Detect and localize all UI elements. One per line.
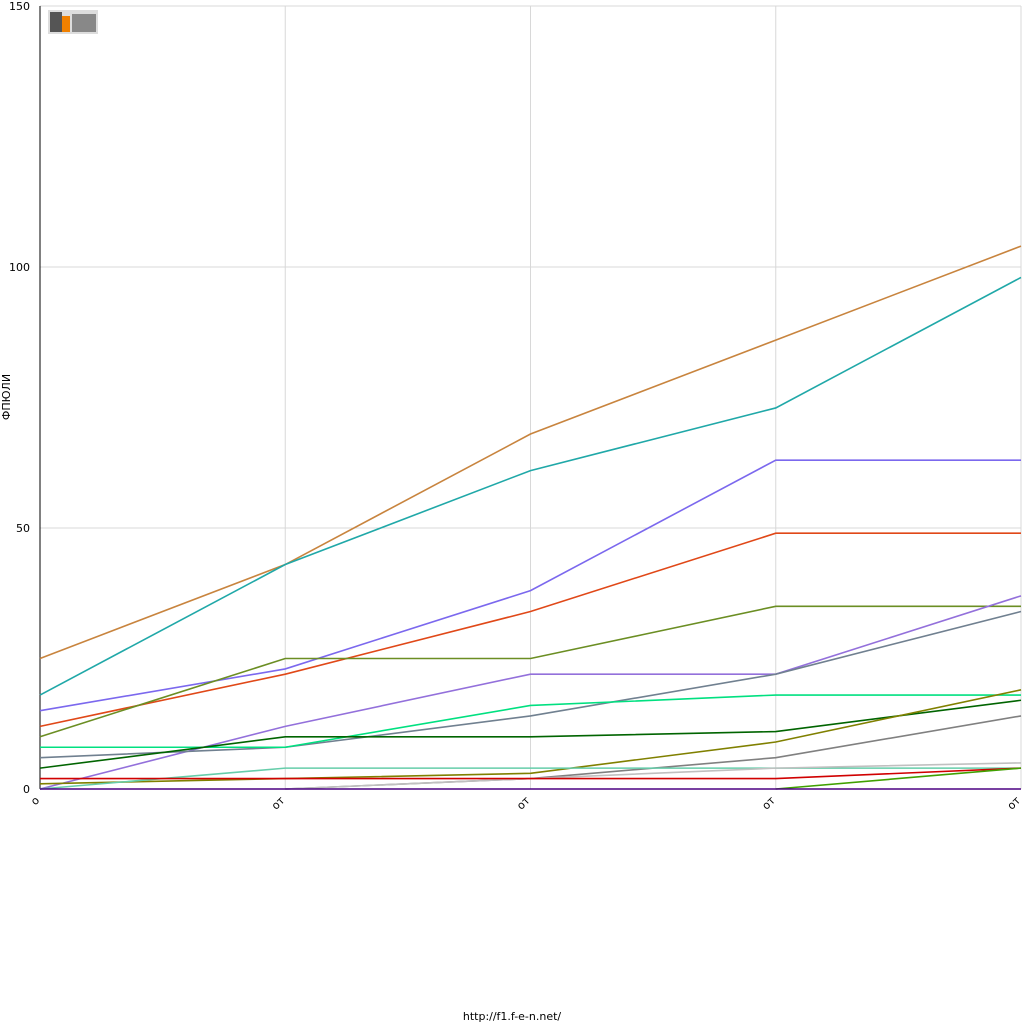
series-line: [285, 762, 1022, 790]
logo-mark: [50, 12, 62, 32]
series-line: [39, 699, 1022, 769]
x-tick-label: от: [1005, 794, 1024, 813]
series-line: [39, 245, 1022, 660]
logo-mark: [62, 16, 70, 32]
y-tick-label: 0: [23, 783, 30, 796]
x-tick-label: от: [514, 794, 533, 813]
footer: http://f1.f-e-n.net/: [463, 1010, 562, 1023]
x-tick-label: от: [759, 794, 778, 813]
series-line: [39, 459, 1021, 712]
y-tick-label: 50: [16, 522, 30, 535]
series-line: [39, 276, 1022, 696]
series-line: [39, 689, 1022, 785]
series-line: [39, 767, 1021, 790]
logo-mark: [72, 14, 96, 32]
x-tick-label: от: [269, 794, 288, 813]
y-tick-label: 150: [9, 0, 30, 13]
series-line: [39, 532, 1021, 728]
y-axis-label: ФПЮЛИ: [0, 374, 13, 420]
x-tick-label: о: [28, 794, 42, 808]
series-line: [775, 767, 1022, 790]
series-line: [39, 605, 1021, 738]
y-tick-label: 100: [9, 261, 30, 274]
series-line: [39, 610, 1022, 759]
logo: [48, 10, 98, 34]
series-line: [40, 767, 1022, 780]
